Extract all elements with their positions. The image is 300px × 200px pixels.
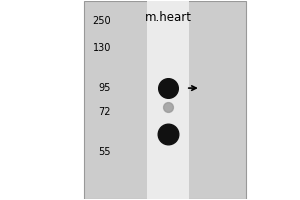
Text: 95: 95: [99, 83, 111, 93]
Bar: [84, 1, 246, 199]
Text: 72: 72: [99, 107, 111, 117]
Text: 250: 250: [93, 16, 111, 26]
Point: [166, 132, 170, 135]
Text: 55: 55: [99, 147, 111, 157]
Text: m.heart: m.heart: [144, 11, 191, 24]
Text: 130: 130: [93, 43, 111, 53]
Point: [166, 105, 170, 109]
Point: [166, 86, 170, 90]
Bar: [147, 1, 189, 199]
